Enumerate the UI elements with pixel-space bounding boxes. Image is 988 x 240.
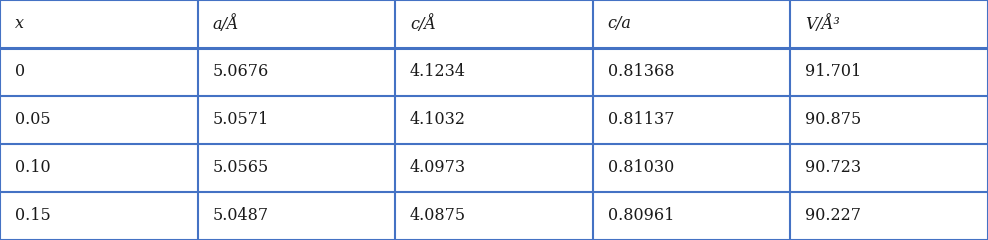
Text: 91.701: 91.701 — [805, 64, 862, 80]
Text: 5.0571: 5.0571 — [212, 112, 269, 128]
Text: 4.1234: 4.1234 — [410, 64, 466, 80]
Text: 5.0487: 5.0487 — [212, 208, 269, 224]
Text: 0: 0 — [15, 64, 25, 80]
Text: 0.81368: 0.81368 — [608, 64, 674, 80]
Text: 4.0875: 4.0875 — [410, 208, 466, 224]
Text: 0.05: 0.05 — [15, 112, 50, 128]
Text: V/Å³: V/Å³ — [805, 15, 840, 33]
Text: 5.0676: 5.0676 — [212, 64, 269, 80]
Text: 4.1032: 4.1032 — [410, 112, 466, 128]
Text: 90.227: 90.227 — [805, 208, 862, 224]
Text: 4.0973: 4.0973 — [410, 160, 466, 176]
Text: a/Å: a/Å — [212, 15, 239, 33]
Text: 90.723: 90.723 — [805, 160, 862, 176]
Text: 0.80961: 0.80961 — [608, 208, 674, 224]
Text: 0.10: 0.10 — [15, 160, 50, 176]
Text: c/a: c/a — [608, 16, 631, 32]
Text: 0.15: 0.15 — [15, 208, 50, 224]
Text: 0.81030: 0.81030 — [608, 160, 674, 176]
Text: x: x — [15, 16, 24, 32]
Text: c/Å: c/Å — [410, 15, 436, 33]
Text: 90.875: 90.875 — [805, 112, 862, 128]
Text: 5.0565: 5.0565 — [212, 160, 269, 176]
Text: 0.81137: 0.81137 — [608, 112, 674, 128]
